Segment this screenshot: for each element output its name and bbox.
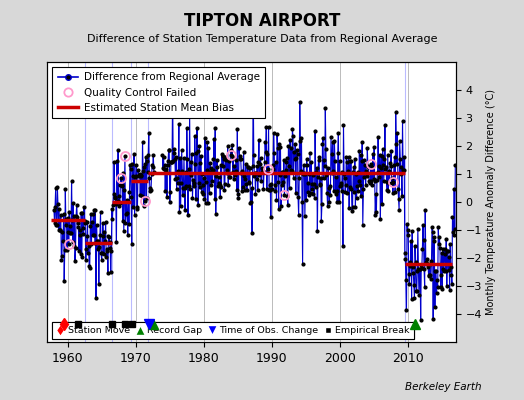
Legend: Station Move, Record Gap, Time of Obs. Change, Empirical Break: Station Move, Record Gap, Time of Obs. C… [52,322,413,339]
Text: Difference of Station Temperature Data from Regional Average: Difference of Station Temperature Data f… [87,34,437,44]
Text: TIPTON AIRPORT: TIPTON AIRPORT [184,12,340,30]
Y-axis label: Monthly Temperature Anomaly Difference (°C): Monthly Temperature Anomaly Difference (… [486,89,496,315]
Text: Berkeley Earth: Berkeley Earth [406,382,482,392]
